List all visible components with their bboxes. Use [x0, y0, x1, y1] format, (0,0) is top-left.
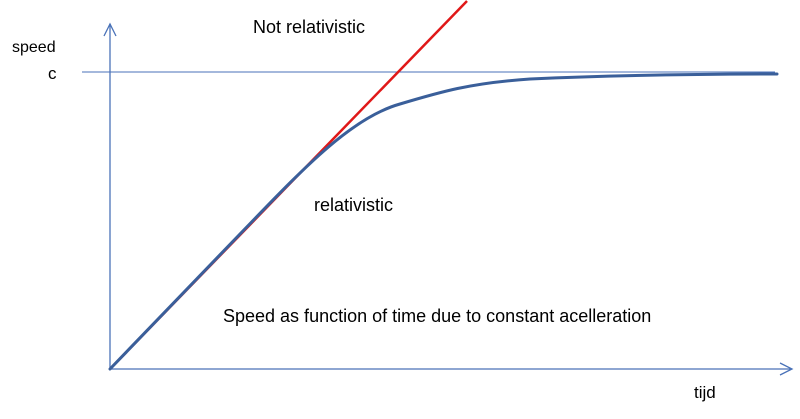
c-label: c	[48, 64, 57, 83]
relativistic-label: relativistic	[314, 195, 393, 215]
not-relativistic-label: Not relativistic	[253, 17, 365, 37]
caption: Speed as function of time due to constan…	[223, 306, 651, 326]
relativistic-curve	[108, 72, 779, 371]
y-axis-arrowhead	[103, 22, 117, 37]
x-axis-arrowhead	[779, 362, 794, 376]
x-axis-label: tijd	[694, 383, 716, 402]
y-axis-label: speed	[12, 39, 56, 56]
